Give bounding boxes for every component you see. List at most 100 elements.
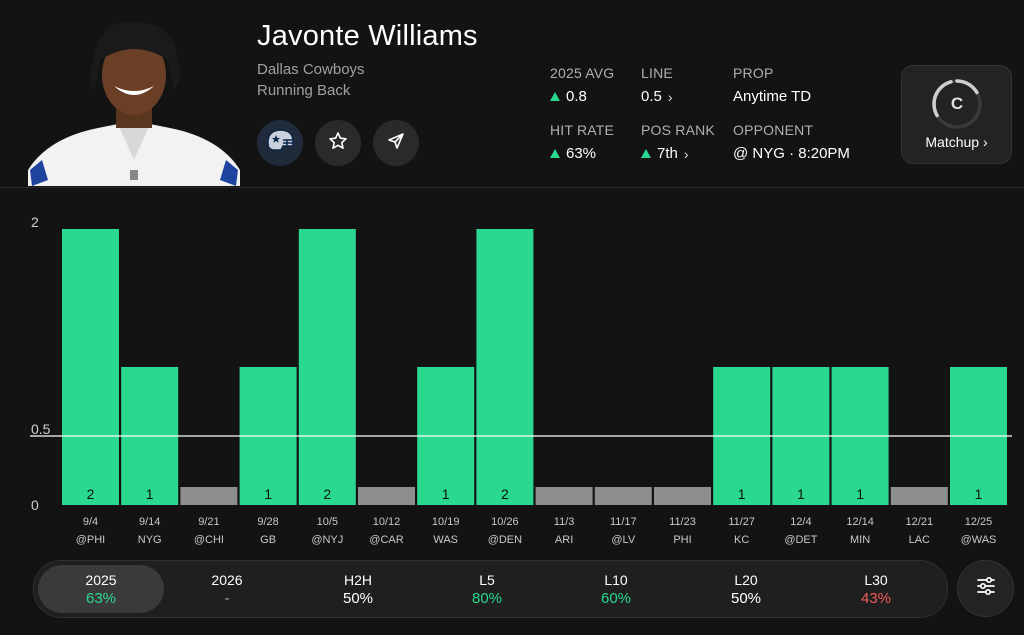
filter-2025[interactable]: 2025 63% bbox=[38, 565, 164, 613]
bar bbox=[890, 487, 948, 505]
bar-value-label: 1 bbox=[146, 486, 154, 502]
matchup-card[interactable]: C Matchup › bbox=[901, 65, 1012, 164]
x-tick-opponent: @WAS bbox=[961, 534, 997, 546]
bar bbox=[535, 487, 593, 505]
line-value[interactable]: 0.5 › bbox=[641, 88, 673, 105]
x-tick-date: 11/23 bbox=[669, 516, 696, 528]
hit-rate-value-text: 63% bbox=[566, 145, 597, 162]
chevron-right-icon: › bbox=[667, 88, 673, 105]
share-button[interactable] bbox=[373, 120, 419, 166]
filter-label: L5 bbox=[479, 572, 495, 588]
x-tick-date: 12/4 bbox=[790, 516, 811, 528]
avg-value: 0.8 bbox=[550, 88, 587, 105]
pos-rank-value-text: 7th bbox=[657, 145, 678, 162]
filter-l10[interactable]: L10 60% bbox=[553, 565, 679, 613]
bar-value-label: 2 bbox=[323, 486, 331, 502]
x-tick-date: 12/14 bbox=[846, 516, 874, 528]
settings-button[interactable] bbox=[957, 560, 1014, 617]
bar bbox=[298, 229, 356, 505]
bar-value-label: 1 bbox=[856, 486, 864, 502]
filter-2026[interactable]: 2026 - bbox=[164, 565, 290, 613]
prop-label: PROP bbox=[733, 65, 774, 81]
x-tick-date: 10/26 bbox=[491, 516, 519, 528]
filter-label: H2H bbox=[343, 572, 372, 588]
avg-value-text: 0.8 bbox=[566, 88, 587, 105]
filter-hit-rate: 63% bbox=[85, 590, 117, 607]
x-tick-date: 12/21 bbox=[906, 516, 934, 528]
x-tick-opponent: WAS bbox=[433, 534, 458, 546]
bar-value-label: 2 bbox=[87, 486, 95, 502]
team-logo-button[interactable] bbox=[257, 120, 303, 166]
x-tick-opponent: NYG bbox=[138, 534, 162, 546]
filter-l30[interactable]: L30 43% bbox=[813, 565, 939, 613]
x-tick-date: 9/28 bbox=[257, 516, 278, 528]
x-tick-date: 9/21 bbox=[198, 516, 219, 528]
filter-hit-rate: 60% bbox=[600, 590, 632, 607]
filter-label: L20 bbox=[734, 572, 758, 588]
x-tick-opponent: LAC bbox=[909, 534, 930, 546]
send-icon bbox=[386, 131, 406, 156]
filter-label: 2025 bbox=[85, 572, 117, 588]
bar-chart: 0 0.5 2 2 9/4 @PHI 1 9/14 NYG 9/21 @CHI 1 9/28 GB 2 10/… bbox=[30, 214, 1012, 546]
star-icon bbox=[328, 131, 348, 156]
x-tick-date: 10/12 bbox=[373, 516, 401, 528]
x-tick-opponent: MIN bbox=[850, 534, 870, 546]
line-label: LINE bbox=[641, 65, 673, 81]
bar bbox=[358, 487, 415, 505]
bar-value-label: 2 bbox=[501, 486, 509, 502]
filter-hit-rate: 80% bbox=[471, 590, 503, 607]
split-filter-bar: 2025 63% 2026- H2H 50% L5 80% L10 60% L20 50% L30 43… bbox=[33, 560, 948, 618]
player-photo bbox=[28, 20, 240, 186]
bar bbox=[654, 487, 711, 505]
bar-value-label: 1 bbox=[264, 486, 272, 502]
x-tick-date: 11/17 bbox=[610, 516, 637, 528]
x-tick-date: 12/25 bbox=[965, 516, 993, 528]
avg-label: 2025 AVG bbox=[550, 65, 615, 81]
player-header: Javonte Williams Dallas Cowboys Running … bbox=[0, 0, 1024, 188]
x-tick-opponent: @DEN bbox=[488, 534, 522, 546]
line-value-text: 0.5 bbox=[641, 88, 662, 105]
hit-rate-label: HIT RATE bbox=[550, 122, 615, 138]
game-log-chart: 0 0.5 2 2 9/4 @PHI 1 9/14 NYG 9/21 @CHI 1 9/28 GB 2 10/… bbox=[0, 188, 1024, 558]
filter-l20[interactable]: L20 50% bbox=[683, 565, 809, 613]
x-tick-opponent: @PHI bbox=[76, 534, 106, 546]
bar-value-label: 1 bbox=[797, 486, 805, 502]
bar-value-label: 1 bbox=[738, 486, 746, 502]
trend-up-icon bbox=[550, 92, 560, 101]
y-tick-label: 0.5 bbox=[31, 421, 51, 437]
player-team[interactable]: Dallas Cowboys bbox=[257, 61, 365, 78]
x-tick-opponent: ARI bbox=[555, 534, 573, 546]
trend-up-icon bbox=[641, 149, 651, 158]
prop-value[interactable]: Anytime TD bbox=[733, 88, 812, 105]
bar bbox=[476, 229, 534, 505]
x-tick-opponent: @DET bbox=[784, 534, 817, 546]
x-tick-date: 10/19 bbox=[432, 516, 460, 528]
chevron-right-icon: › bbox=[683, 145, 689, 162]
filter-l5[interactable]: L5 80% bbox=[424, 565, 550, 613]
opponent-label: OPPONENT bbox=[733, 122, 814, 138]
bar bbox=[62, 229, 119, 505]
favorite-button[interactable] bbox=[315, 120, 361, 166]
matchup-label: Matchup › bbox=[925, 134, 988, 150]
filter-h2h[interactable]: H2H 50% bbox=[295, 565, 421, 613]
filter-label: L10 bbox=[604, 572, 628, 588]
x-tick-date: 11/3 bbox=[554, 516, 575, 528]
bar bbox=[180, 487, 238, 505]
x-tick-opponent: @CHI bbox=[194, 534, 224, 546]
hit-rate-value: 63% bbox=[550, 145, 596, 162]
filter-hit-rate: 43% bbox=[860, 590, 892, 607]
x-tick-opponent: @NYJ bbox=[311, 534, 343, 546]
pos-rank-label: POS RANK bbox=[641, 122, 715, 138]
pos-rank-value[interactable]: 7th › bbox=[641, 145, 689, 162]
x-tick-opponent: @CAR bbox=[369, 534, 403, 546]
y-tick-label: 2 bbox=[31, 214, 39, 230]
filter-hit-rate: - bbox=[224, 590, 230, 607]
bar-value-label: 1 bbox=[442, 486, 450, 502]
x-tick-opponent: @LV bbox=[611, 534, 635, 546]
y-tick-label: 0 bbox=[31, 497, 39, 513]
filter-hit-rate: 50% bbox=[342, 590, 374, 607]
sliders-icon bbox=[975, 575, 997, 602]
x-tick-opponent: GB bbox=[260, 534, 276, 546]
x-tick-opponent: KC bbox=[734, 534, 749, 546]
player-name: Javonte Williams bbox=[257, 20, 478, 52]
